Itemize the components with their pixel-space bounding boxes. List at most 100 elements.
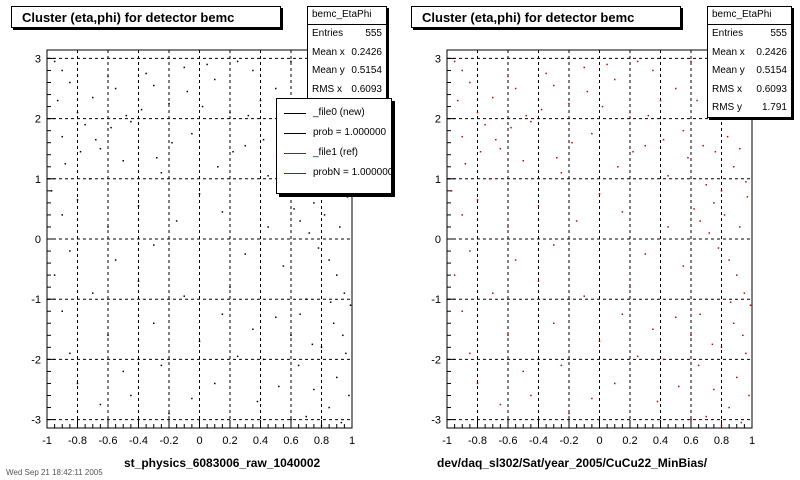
right-data-point bbox=[667, 175, 669, 177]
left-data-point bbox=[76, 382, 79, 385]
right-x-tick-label: -0.6 bbox=[499, 435, 518, 447]
left-data-point bbox=[244, 144, 246, 147]
right-data-point bbox=[729, 301, 732, 303]
footer-timestamp: Wed Sep 21 18:42:11 2005 bbox=[6, 468, 103, 477]
left-data-point bbox=[346, 196, 349, 198]
left-data-point bbox=[259, 99, 262, 102]
right-data-point bbox=[728, 406, 730, 409]
left-y-tick-label: 0 bbox=[35, 234, 41, 246]
left-data-point bbox=[311, 343, 314, 346]
left-data-point bbox=[278, 385, 280, 388]
left-data-point bbox=[332, 322, 335, 325]
left-stats-name: bemc_EtaPhi bbox=[308, 7, 386, 25]
right-x-tick-label: 0 bbox=[596, 435, 602, 447]
left-data-point bbox=[349, 304, 352, 306]
right-data-point bbox=[476, 199, 479, 201]
left-data-point bbox=[171, 141, 173, 144]
right-x-tick-label: 0.6 bbox=[683, 435, 698, 447]
left-data-point bbox=[69, 81, 71, 84]
right-data-point bbox=[702, 144, 704, 147]
right-x-tick-label: -0.2 bbox=[560, 435, 579, 447]
right-y-tick-label: -2 bbox=[431, 354, 441, 366]
left-data-point bbox=[262, 358, 265, 361]
right-data-point bbox=[492, 292, 494, 294]
left-scatter-plot: -1 -0.8 -0.6 -0.4 -0.2 0 0.2 0.4 0.6 0.8 1 -3 -2 -1 0 1… bbox=[31, 49, 355, 447]
right-data-point bbox=[705, 415, 707, 418]
right-data-point bbox=[537, 205, 540, 207]
right-data-point bbox=[556, 156, 558, 159]
right-data-point bbox=[720, 424, 723, 427]
right-data-point bbox=[647, 114, 650, 117]
right-data-point bbox=[742, 334, 744, 337]
right-data-point bbox=[507, 75, 509, 78]
left-data-point bbox=[79, 150, 82, 153]
left-data-point bbox=[267, 226, 269, 228]
right-data-point bbox=[690, 334, 692, 337]
right-stats-row-entries: Entries 555 bbox=[712, 28, 787, 39]
right-data-point bbox=[659, 99, 662, 102]
left-data-point bbox=[61, 214, 63, 216]
left-data-point bbox=[217, 166, 219, 168]
right-data-point bbox=[652, 328, 654, 331]
right-data-point bbox=[711, 343, 714, 346]
right-data-point bbox=[713, 388, 715, 391]
left-data-point bbox=[317, 247, 320, 249]
right-y-tick-label: 2 bbox=[435, 114, 441, 126]
left-data-point bbox=[299, 313, 301, 315]
right-data-point bbox=[469, 250, 471, 252]
left-data-point bbox=[320, 424, 323, 427]
right-data-point bbox=[732, 166, 735, 168]
left-data-point bbox=[88, 178, 91, 180]
right-data-point bbox=[690, 60, 692, 63]
left-data-point bbox=[328, 259, 330, 261]
left-x-tick-label: -0.8 bbox=[68, 435, 87, 447]
left-data-point bbox=[99, 147, 102, 150]
right-data-point bbox=[678, 385, 680, 388]
right-chart-title: Cluster (eta,phi) for detector bemc bbox=[411, 6, 681, 28]
right-data-point bbox=[652, 69, 654, 72]
left-data-point bbox=[299, 220, 301, 222]
right-y-tick-label: 1 bbox=[435, 174, 441, 186]
left-data-point bbox=[153, 244, 155, 246]
right-stats-row-rms-x: RMS x 0.6093 bbox=[712, 83, 787, 95]
left-y-tick-label: 3 bbox=[35, 53, 41, 65]
left-data-point bbox=[95, 138, 97, 141]
left-data-point bbox=[290, 60, 292, 63]
left-data-point bbox=[313, 202, 315, 204]
right-y-tick-label: -3 bbox=[431, 415, 441, 427]
left-data-point bbox=[282, 265, 285, 267]
left-data-point bbox=[275, 87, 277, 90]
right-data-point bbox=[743, 292, 746, 294]
right-data-point bbox=[507, 334, 509, 337]
right-data-point bbox=[560, 172, 563, 174]
right-data-point bbox=[696, 99, 698, 102]
right-data-point bbox=[636, 60, 639, 63]
left-data-point bbox=[252, 69, 254, 72]
left-data-point bbox=[214, 382, 216, 385]
left-data-point bbox=[191, 397, 193, 400]
right-data-point bbox=[699, 313, 701, 315]
left-x-tick-label: -0.6 bbox=[99, 435, 118, 447]
right-data-point bbox=[507, 226, 509, 228]
right-data-point bbox=[469, 81, 471, 84]
legend-entry-file0: _file0 (new) bbox=[277, 103, 391, 123]
right-data-point bbox=[636, 355, 639, 358]
left-data-point bbox=[114, 87, 117, 90]
left-data-point bbox=[122, 160, 124, 162]
left-data-point bbox=[99, 403, 102, 406]
left-data-point bbox=[236, 355, 239, 358]
left-data-point bbox=[244, 253, 246, 255]
left-data-point bbox=[340, 421, 343, 424]
right-y-tick-label: 3 bbox=[435, 53, 441, 65]
legend-line-probn bbox=[284, 173, 306, 174]
left-data-point bbox=[183, 66, 185, 69]
right-data-point bbox=[629, 286, 631, 288]
left-data-point bbox=[336, 274, 338, 276]
right-x-tick-label: 0.8 bbox=[714, 435, 729, 447]
right-stats-row-mean-y: Mean y 0.5154 bbox=[712, 65, 787, 77]
right-data-point bbox=[656, 400, 659, 403]
right-data-point bbox=[568, 102, 570, 105]
left-data-point bbox=[168, 412, 170, 415]
right-data-point bbox=[450, 190, 453, 192]
right-data-point bbox=[675, 316, 677, 318]
